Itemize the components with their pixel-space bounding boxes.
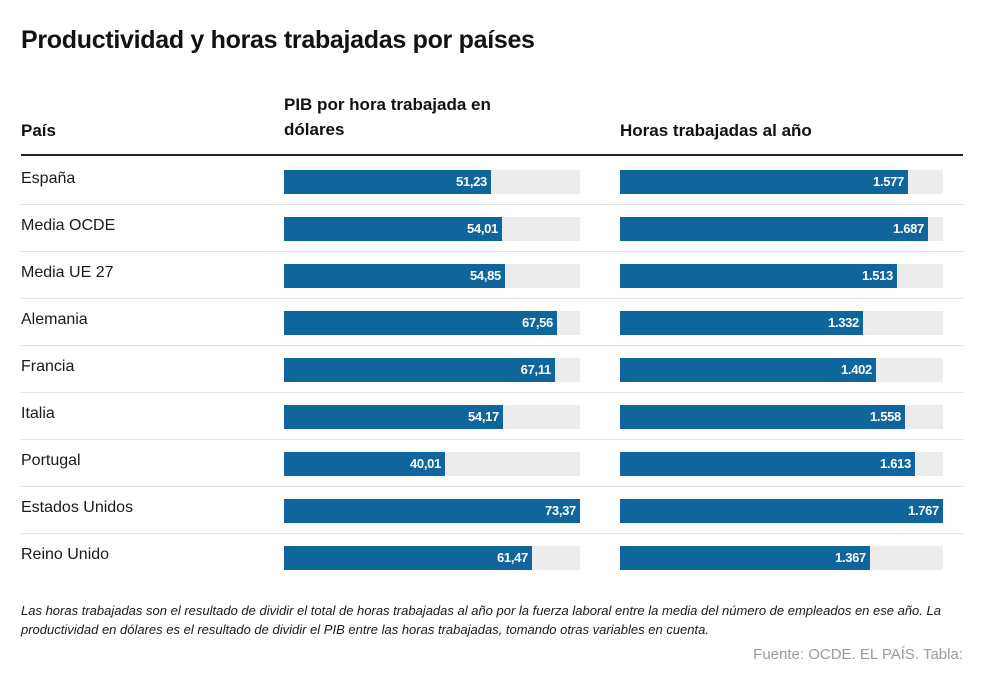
pib-bar: 54,01 <box>284 217 502 241</box>
horas-value-label: 1.613 <box>879 456 911 471</box>
chart-title: Productividad y horas trabajadas por paí… <box>21 26 535 54</box>
horas-bar: 1.367 <box>620 546 870 570</box>
horas-value-label: 1.558 <box>869 409 901 424</box>
header-divider <box>21 154 963 156</box>
pib-bar-track: 73,37 <box>284 499 580 523</box>
pib-bar: 67,56 <box>284 311 557 335</box>
pib-bar: 54,17 <box>284 405 503 429</box>
horas-bar: 1.402 <box>620 358 876 382</box>
horas-bar-track: 1.558 <box>620 405 943 429</box>
horas-bar: 1.767 <box>620 499 943 523</box>
horas-value-label: 1.767 <box>907 503 939 518</box>
pib-bar: 73,37 <box>284 499 580 523</box>
pib-value-label: 67,56 <box>521 315 553 330</box>
horas-value-label: 1.332 <box>827 315 859 330</box>
footnote: Las horas trabajadas son el resultado de… <box>21 603 941 637</box>
pib-bar-track: 67,11 <box>284 358 580 382</box>
pib-bar-track: 51,23 <box>284 170 580 194</box>
column-header-horas: Horas trabajadas al año <box>620 121 812 140</box>
pib-value-label: 67,11 <box>520 362 552 377</box>
table-row: Italia 54,17 1.558 <box>21 392 963 440</box>
pib-bar-track: 54,17 <box>284 405 580 429</box>
pib-value-label: 54,17 <box>467 409 499 424</box>
horas-bar-track: 1.402 <box>620 358 943 382</box>
horas-value-label: 1.513 <box>861 268 893 283</box>
country-label: Media UE 27 <box>21 264 114 281</box>
pib-bar-track: 61,47 <box>284 546 580 570</box>
horas-bar: 1.513 <box>620 264 897 288</box>
horas-value-label: 1.687 <box>892 221 924 236</box>
country-label: Estados Unidos <box>21 499 134 516</box>
horas-bar-track: 1.613 <box>620 452 943 476</box>
pib-value-label: 40,01 <box>409 456 441 471</box>
country-label: Francia <box>21 358 75 375</box>
table-row: Alemania 67,56 1.332 <box>21 298 963 346</box>
horas-bar: 1.687 <box>620 217 928 241</box>
table-row: Reino Unido 61,47 1.367 <box>21 533 963 580</box>
pib-bar-track: 67,56 <box>284 311 580 335</box>
country-label: Portugal <box>21 452 81 469</box>
horas-bar: 1.332 <box>620 311 863 335</box>
pib-bar-track: 54,01 <box>284 217 580 241</box>
pib-bar-track: 54,85 <box>284 264 580 288</box>
pib-bar: 61,47 <box>284 546 532 570</box>
table-row: Portugal 40,01 1.613 <box>21 439 963 487</box>
horas-value-label: 1.367 <box>834 550 866 565</box>
horas-value-label: 1.577 <box>872 174 904 189</box>
country-label: España <box>21 170 76 187</box>
pib-value-label: 73,37 <box>544 503 576 518</box>
pib-bar: 40,01 <box>284 452 445 476</box>
pib-bar-track: 40,01 <box>284 452 580 476</box>
horas-bar: 1.577 <box>620 170 908 194</box>
pib-value-label: 54,85 <box>469 268 501 283</box>
table-row: Francia 67,11 1.402 <box>21 345 963 393</box>
pib-value-label: 54,01 <box>466 221 498 236</box>
horas-bar-track: 1.513 <box>620 264 943 288</box>
horas-bar: 1.558 <box>620 405 905 429</box>
horas-value-label: 1.402 <box>840 362 872 377</box>
horas-bar-track: 1.577 <box>620 170 943 194</box>
pib-bar: 54,85 <box>284 264 505 288</box>
table-row: Estados Unidos 73,37 1.767 <box>21 486 963 534</box>
table-row: Media OCDE 54,01 1.687 <box>21 204 963 252</box>
column-header-country: País <box>21 121 56 140</box>
horas-bar: 1.613 <box>620 452 915 476</box>
country-label: Reino Unido <box>21 546 110 563</box>
horas-bar-track: 1.367 <box>620 546 943 570</box>
horas-bar-track: 1.767 <box>620 499 943 523</box>
pib-value-label: 61,47 <box>496 550 528 565</box>
table-row: España 51,23 1.577 <box>21 157 963 205</box>
column-header-pib: PIB por hora trabajada en dólares <box>284 95 491 139</box>
pib-bar: 67,11 <box>284 358 555 382</box>
country-label: Alemania <box>21 311 88 328</box>
horas-bar-track: 1.687 <box>620 217 943 241</box>
source-credit: Fuente: OCDE. EL PAÍS. Tabla: <box>753 646 963 663</box>
pib-value-label: 51,23 <box>455 174 487 189</box>
country-label: Italia <box>21 405 55 422</box>
pib-bar: 51,23 <box>284 170 491 194</box>
table-row: Media UE 27 54,85 1.513 <box>21 251 963 299</box>
country-label: Media OCDE <box>21 217 116 234</box>
horas-bar-track: 1.332 <box>620 311 943 335</box>
